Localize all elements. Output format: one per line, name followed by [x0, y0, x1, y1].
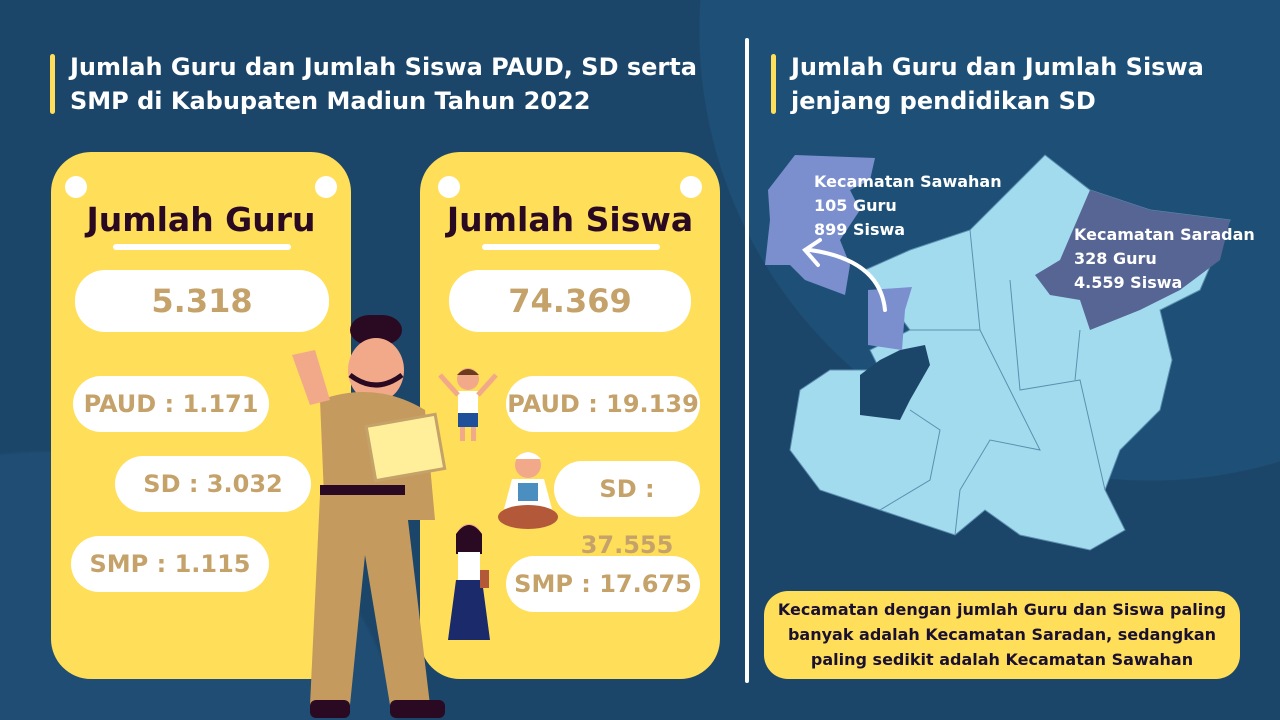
heading-underline — [482, 244, 660, 250]
map-region-sawahan-connector — [868, 287, 912, 350]
title-line: Jumlah Guru dan Jumlah Siswa PAUD, SD se… — [70, 53, 697, 81]
siswa-total: 74.369 — [449, 270, 691, 332]
card-hole — [438, 176, 460, 198]
region-siswa: 4.559 Siswa — [1074, 273, 1183, 292]
siswa-smp: SMP : 17.675 — [506, 556, 700, 612]
siswa-paud: PAUD : 19.139 — [506, 376, 700, 432]
teacher-illustration — [292, 315, 447, 718]
card-hole — [315, 176, 337, 198]
sawahan-label: Kecamatan Sawahan 105 Guru 899 Siswa — [814, 170, 1002, 242]
title-line: Jumlah Guru dan Jumlah Siswa — [791, 53, 1204, 81]
card-hole — [65, 176, 87, 198]
saradan-label: Kecamatan Saradan 328 Guru 4.559 Siswa — [1074, 223, 1255, 295]
siswa-sd: SD : 37.555 — [554, 461, 700, 559]
guru-sd: SD : 3.032 — [115, 456, 311, 512]
note-line: banyak adalah Kecamatan Saradan, sedangk… — [787, 625, 1217, 644]
title-line: SMP di Kabupaten Madiun Tahun 2022 — [70, 87, 591, 115]
student-paud-illustration — [438, 368, 498, 441]
map-region-saradan — [1035, 190, 1230, 330]
divider — [745, 38, 749, 683]
title-line: jenjang pendidikan SD — [791, 87, 1096, 115]
summary-note: Kecamatan dengan jumlah Guru dan Siswa p… — [764, 591, 1240, 679]
arrow-icon — [802, 238, 887, 312]
region-name: Kecamatan Sawahan — [814, 172, 1002, 191]
guru-smp: SMP : 1.115 — [71, 536, 269, 592]
map-hole — [860, 345, 930, 420]
guru-total: 5.318 — [75, 270, 329, 332]
siswa-heading: Jumlah Siswa — [446, 200, 694, 239]
note-line: Kecamatan dengan jumlah Guru dan Siswa p… — [777, 600, 1227, 619]
guru-heading: Jumlah Guru — [86, 200, 316, 239]
region-name: Kecamatan Saradan — [1074, 225, 1255, 244]
student-smp-illustration — [448, 524, 490, 640]
guru-card: Jumlah Guru 5.318 PAUD : 1.171 SD : 3.03… — [51, 152, 351, 679]
region-siswa: 899 Siswa — [814, 220, 906, 239]
region-guru: 105 Guru — [814, 196, 897, 215]
card-hole — [680, 176, 702, 198]
right-title: Jumlah Guru dan Jumlah Siswa jenjang pen… — [771, 50, 1204, 118]
left-title: Jumlah Guru dan Jumlah Siswa PAUD, SD se… — [50, 50, 697, 118]
heading-underline — [113, 244, 291, 250]
map-boundaries — [879, 229, 1106, 536]
region-guru: 328 Guru — [1074, 249, 1157, 268]
student-sd-illustration — [498, 452, 558, 529]
note-line: paling sedikit adalah Kecamatan Sawahan — [810, 650, 1194, 669]
guru-paud: PAUD : 1.171 — [73, 376, 269, 432]
madiun-map — [765, 154, 1231, 551]
